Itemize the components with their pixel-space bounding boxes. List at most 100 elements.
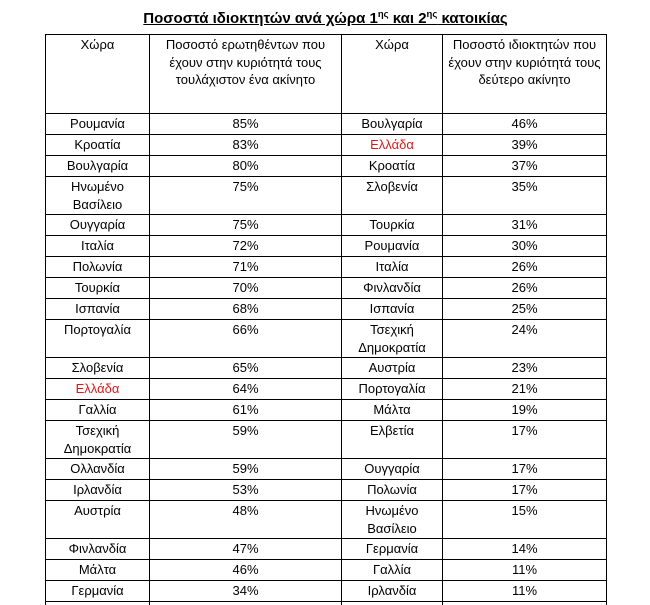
- country-cell-second-residence: Πορτογαλία: [341, 378, 443, 400]
- percent-cell-second-residence: 25%: [442, 298, 607, 320]
- country-cell-second-residence: Γερμανία: [341, 538, 443, 560]
- percent-cell-second-residence: 17%: [442, 479, 607, 501]
- percent-cell-first-residence: 83%: [149, 134, 342, 156]
- title-text-2: και 2: [388, 10, 427, 27]
- percent-cell-first-residence: 70%: [149, 277, 342, 299]
- percent-cell-first-residence: 80%: [149, 155, 342, 177]
- country-cell-first-residence: Ολλανδία: [45, 458, 150, 480]
- percent-cell-second-residence: 35%: [442, 176, 607, 215]
- page-title: Ποσοστά ιδιοκτητών ανά χώρα 1ης και 2ης …: [45, 0, 606, 27]
- country-cell-first-residence: Μάλτα: [45, 559, 150, 581]
- country-cell-second-residence: Φινλανδία: [341, 277, 443, 299]
- country-cell-second-residence: Ελβετία: [341, 420, 443, 459]
- table-row: Πορτογαλία 66% Τσεχική Δημοκρατία 24%: [45, 319, 607, 358]
- percent-cell-first-residence: 34%: [149, 580, 342, 602]
- percent-cell-first-residence: 85%: [149, 113, 342, 135]
- country-cell-first-residence: Βουλγαρία: [45, 155, 150, 177]
- percent-cell-first-residence: 66%: [149, 319, 342, 358]
- table-row: Τσεχική Δημοκρατία 59% Ελβετία 17%: [45, 420, 607, 459]
- percent-cell-first-residence: 59%: [149, 420, 342, 459]
- country-cell-first-residence: Κροατία: [45, 134, 150, 156]
- percent-cell-second-residence: 37%: [442, 155, 607, 177]
- header-country-first: Χώρα: [45, 34, 150, 114]
- country-cell-second-residence: Ηνωμένο Βασίλειο: [341, 500, 443, 539]
- country-cell-second-residence: Βουλγαρία: [341, 113, 443, 135]
- country-cell-first-residence: Ελλάδα: [45, 378, 150, 400]
- country-cell-second-residence: Ολλανδία: [341, 601, 443, 605]
- table-row: Πολωνία 71% Ιταλία 26%: [45, 256, 607, 278]
- country-cell-first-residence: Πολωνία: [45, 256, 150, 278]
- table-row: Ισπανία 68% Ισπανία 25%: [45, 298, 607, 320]
- country-cell-first-residence: Ελβετία: [45, 601, 150, 605]
- percent-cell-second-residence: 26%: [442, 277, 607, 299]
- percent-cell-second-residence: 24%: [442, 319, 607, 358]
- percent-cell-second-residence: 30%: [442, 235, 607, 257]
- country-cell-first-residence: Τουρκία: [45, 277, 150, 299]
- percent-cell-first-residence: 61%: [149, 399, 342, 421]
- percent-cell-first-residence: 71%: [149, 256, 342, 278]
- table-row: Ελβετία30%Ολλανδία8%: [45, 601, 607, 605]
- title-superscript-1: ης: [377, 9, 389, 20]
- percent-cell-second-residence: 23%: [442, 357, 607, 379]
- country-cell-second-residence: Αυστρία: [341, 357, 443, 379]
- country-cell-second-residence: Γαλλία: [341, 559, 443, 581]
- percent-cell-first-residence: 30%: [149, 601, 342, 605]
- table-row: Γαλλία 61% Μάλτα 19%: [45, 399, 607, 421]
- country-cell-second-residence: Ουγγαρία: [341, 458, 443, 480]
- country-cell-second-residence: Μάλτα: [341, 399, 443, 421]
- percent-cell-second-residence: 17%: [442, 420, 607, 459]
- country-cell-second-residence: Πολωνία: [341, 479, 443, 501]
- country-cell-first-residence: Ιταλία: [45, 235, 150, 257]
- percent-cell-second-residence: 21%: [442, 378, 607, 400]
- table-row: Φινλανδία 47% Γερμανία 14%: [45, 538, 607, 560]
- table-row: Ηνωμένο Βασίλειο 75% Σλοβενία 35%: [45, 176, 607, 215]
- country-cell-first-residence: Σλοβενία: [45, 357, 150, 379]
- percent-cell-second-residence: 8%: [442, 601, 607, 605]
- table-row: Αυστρία 48% Ηνωμένο Βασίλειο 15%: [45, 500, 607, 539]
- table-row: Κροατία 83% Ελλάδα 39%: [45, 134, 607, 156]
- country-cell-second-residence: Τσεχική Δημοκρατία: [341, 319, 443, 358]
- header-country-second: Χώρα: [341, 34, 443, 114]
- percent-cell-first-residence: 59%: [149, 458, 342, 480]
- percent-cell-second-residence: 15%: [442, 500, 607, 539]
- percent-cell-second-residence: 14%: [442, 538, 607, 560]
- table-row: Ιρλανδία 53% Πολωνία 17%: [45, 479, 607, 501]
- country-cell-first-residence: Ιρλανδία: [45, 479, 150, 501]
- country-cell-second-residence: Τουρκία: [341, 214, 443, 236]
- country-cell-second-residence: Ελλάδα: [341, 134, 443, 156]
- country-cell-second-residence: Ιταλία: [341, 256, 443, 278]
- percent-cell-first-residence: 68%: [149, 298, 342, 320]
- table-row: Ολλανδία 59% Ουγγαρία 17%: [45, 458, 607, 480]
- table-row: Γερμανία 34% Ιρλανδία 11%: [45, 580, 607, 602]
- table-row: Μάλτα 46% Γαλλία 11%: [45, 559, 607, 581]
- percent-cell-second-residence: 17%: [442, 458, 607, 480]
- percent-cell-first-residence: 72%: [149, 235, 342, 257]
- percent-cell-second-residence: 19%: [442, 399, 607, 421]
- percent-cell-second-residence: 46%: [442, 113, 607, 135]
- country-cell-first-residence: Ηνωμένο Βασίλειο: [45, 176, 150, 215]
- country-cell-first-residence: Πορτογαλία: [45, 319, 150, 358]
- title-superscript-2: ης: [426, 9, 438, 20]
- country-cell-first-residence: Γαλλία: [45, 399, 150, 421]
- percent-cell-first-residence: 65%: [149, 357, 342, 379]
- country-cell-second-residence: Ισπανία: [341, 298, 443, 320]
- percent-cell-second-residence: 39%: [442, 134, 607, 156]
- table-row: Σλοβενία 65% Αυστρία 23%: [45, 357, 607, 379]
- country-cell-second-residence: Ιρλανδία: [341, 580, 443, 602]
- title-text-3: κατοικίας: [437, 10, 508, 27]
- table-row: Βουλγαρία 80% Κροατία 37%: [45, 155, 607, 177]
- percent-cell-second-residence: 11%: [442, 580, 607, 602]
- country-cell-first-residence: Ρουμανία: [45, 113, 150, 135]
- country-cell-first-residence: Ισπανία: [45, 298, 150, 320]
- country-cell-first-residence: Ουγγαρία: [45, 214, 150, 236]
- percent-cell-first-residence: 53%: [149, 479, 342, 501]
- country-cell-first-residence: Φινλανδία: [45, 538, 150, 560]
- table-row: Ρουμανία 85% Βουλγαρία 46%: [45, 113, 607, 135]
- table-header-row: Χώρα Ποσοστό ερωτηθέντων που έχουν στην …: [45, 34, 607, 114]
- percent-cell-first-residence: 46%: [149, 559, 342, 581]
- percent-cell-first-residence: 64%: [149, 378, 342, 400]
- country-cell-first-residence: Τσεχική Δημοκρατία: [45, 420, 150, 459]
- percent-cell-first-residence: 75%: [149, 176, 342, 215]
- table-row: Ουγγαρία 75% Τουρκία 31%: [45, 214, 607, 236]
